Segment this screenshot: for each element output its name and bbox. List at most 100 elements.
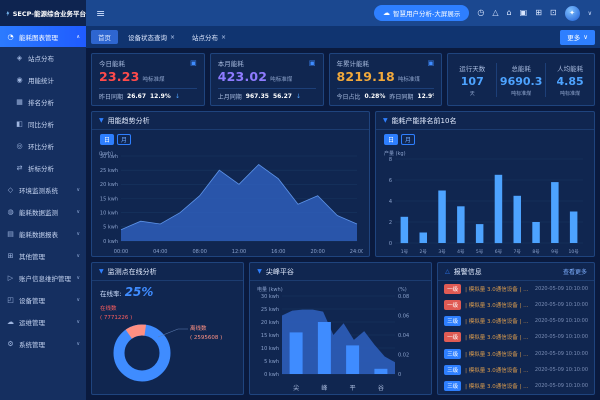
tab-close-icon[interactable]: × bbox=[170, 33, 176, 41]
card-corner-icon[interactable]: ▣ bbox=[427, 59, 435, 67]
svg-text:6号: 6号 bbox=[495, 249, 503, 255]
tab-0[interactable]: 首页 bbox=[91, 30, 118, 44]
alarm-row-5[interactable]: 三级| 模拟量 3.0通信设备 | 模拟量 3.0...2020-05-09 1… bbox=[444, 364, 588, 375]
tab-close-icon[interactable]: × bbox=[221, 33, 227, 41]
history-icon[interactable]: ◷ bbox=[477, 8, 485, 17]
svg-text:4: 4 bbox=[389, 199, 392, 205]
svg-text:00:00: 00:00 bbox=[114, 249, 128, 255]
stat-value: 4.85 bbox=[556, 74, 584, 88]
svg-text:25 kwh: 25 kwh bbox=[100, 168, 118, 174]
svg-text:15 kwh: 15 kwh bbox=[261, 332, 279, 338]
card-corner-icon[interactable]: ▣ bbox=[190, 59, 197, 67]
sidebar-item-label: 折标分析 bbox=[28, 165, 54, 173]
menu-toggle-icon[interactable]: ≡ bbox=[96, 6, 106, 20]
more-button[interactable]: 更多 ∨ bbox=[560, 29, 595, 45]
stat-label: 总能耗 bbox=[511, 64, 531, 73]
card-value: 8219.18 bbox=[336, 69, 395, 84]
alarm-panel-title: △ 报警信息 查看更多 bbox=[438, 263, 594, 281]
sidebar-group-energy-data-reports[interactable]: ▤ 能耗数据报表 ∨ bbox=[0, 223, 86, 245]
online-count-name: 在线数 bbox=[100, 306, 117, 312]
conversion-analysis-icon: ⇄ bbox=[16, 164, 23, 172]
ranking-chart-svg: 产量 (kg)8 6 4 2 0 1号 2号 3号 4号 5号 6号 7号 8号 9号 10号 bbox=[384, 150, 583, 255]
alarm-row-2[interactable]: 三级| 模拟量 3.0通信设备 | 模拟量 3.0...2020-05-09 1… bbox=[444, 316, 588, 327]
sidebar-item-site-distribution[interactable]: ◈ 站点分布 bbox=[0, 47, 86, 69]
alert-icon[interactable]: △ bbox=[492, 8, 499, 17]
tab-1[interactable]: 设备状态查询 × bbox=[121, 30, 182, 44]
logo-text: SECP-能源综合业务平台 bbox=[12, 10, 86, 18]
bottom-row: ▼ 监测点在线分析 在线率: 25% 在线数 ( 7771226 ) bbox=[91, 262, 595, 395]
sidebar-group-account-maintenance[interactable]: ▷ 账户信息维护管理 ∨ bbox=[0, 267, 86, 289]
tabs: 首页 设备状态查询 × 站点分布 × bbox=[91, 30, 233, 44]
svg-text:2: 2 bbox=[389, 220, 392, 226]
alarm-row-6[interactable]: 三级| 模拟量 3.0通信设备 | 模拟量 3.0...2020-05-09 1… bbox=[444, 380, 588, 391]
sidebar-item-energy-statistics[interactable]: ◉ 用能统计 bbox=[0, 69, 86, 91]
svg-text:04:00: 04:00 bbox=[154, 249, 168, 255]
avatar-glyph: ✦ bbox=[569, 9, 576, 17]
card-foot-item: 12.9% bbox=[150, 93, 171, 100]
sidebar-item-label: 环比分析 bbox=[28, 143, 54, 151]
user-chevron-icon[interactable]: ∨ bbox=[587, 9, 592, 17]
bigscreen-button[interactable]: ☁ 智慧用户分析-大屏展示 bbox=[374, 5, 470, 21]
sidebar-group-label: 环境监测系统 bbox=[19, 187, 58, 195]
alarm-icon: △ bbox=[445, 267, 450, 275]
sidebar-group-label: 能耗图表管理 bbox=[19, 33, 58, 42]
sidebar-group-environment-monitoring[interactable]: ◇ 环境监测系统 ∨ bbox=[0, 179, 86, 201]
alarm-row-1[interactable]: 一级| 模拟量 3.0通信设备 | 模拟量 3.0...2020-05-09 1… bbox=[444, 300, 588, 311]
trend-toggle-0[interactable]: 日 bbox=[100, 134, 114, 145]
alarm-row-3[interactable]: 一级| 模拟量 3.0通信设备 | 模拟量 3.0...2020-05-09 1… bbox=[444, 332, 588, 343]
online-rate-value: 25% bbox=[124, 285, 154, 299]
sidebar-group-device-management[interactable]: ◰ 设备管理 ∨ bbox=[0, 289, 86, 311]
alarm-time: 2020-05-09 10:10:00 bbox=[534, 366, 588, 373]
offline-count-value: ( 2595608 ) bbox=[190, 334, 223, 341]
ranking-panel: ▼ 能耗产能排名前10名 日月 产量 (kg) 8 6 4 2 0 1号 2号 3号 4号 5号 6号… bbox=[374, 111, 595, 257]
alarm-row-0[interactable]: 一级| 模拟量 3.0通信设备 | 模拟量 3.0...2020-05-09 1… bbox=[444, 284, 588, 294]
sidebar-item-ranking-analysis[interactable]: ▦ 排名分析 bbox=[0, 91, 86, 113]
alarm-level-badge: 三级 bbox=[444, 348, 462, 359]
card-corner-icon[interactable]: ▣ bbox=[308, 59, 316, 67]
tab-2[interactable]: 站点分布 × bbox=[185, 30, 233, 44]
svg-text:0 kwh: 0 kwh bbox=[104, 239, 119, 245]
fullscreen-icon[interactable]: ⊡ bbox=[549, 8, 557, 17]
avatar[interactable]: ✦ bbox=[564, 5, 580, 21]
online-count-value: ( 7771226 ) bbox=[100, 314, 133, 321]
apps-icon[interactable]: ⊞ bbox=[535, 8, 542, 17]
cloud-icon: ☁ bbox=[383, 8, 391, 17]
view-more-link[interactable]: 查看更多 bbox=[562, 269, 587, 276]
chevron-up-icon: ∧ bbox=[76, 33, 80, 40]
card-unit: 吨标准煤 bbox=[142, 77, 165, 83]
sidebar-group-system-management[interactable]: ⚙ 系统管理 ∨ bbox=[0, 333, 86, 355]
svg-text:30 kwh: 30 kwh bbox=[100, 154, 118, 160]
chevron-down-icon: ∨ bbox=[76, 297, 80, 303]
svg-text:9号: 9号 bbox=[551, 249, 559, 255]
alarm-text: | 模拟量 3.0通信设备 | 模拟量 3.0... bbox=[465, 319, 531, 326]
card-foot-item: 上月同期 bbox=[217, 94, 242, 101]
ranking-toggle-1[interactable]: 月 bbox=[400, 134, 415, 145]
trend-toggle-1[interactable]: 月 bbox=[117, 134, 131, 145]
alarm-text: | 模拟量 3.0通信设备 | 模拟量 3.0... bbox=[465, 303, 531, 310]
svg-text:产量 (kg): 产量 (kg) bbox=[384, 150, 406, 157]
alarm-time: 2020-05-09 10:10:00 bbox=[534, 334, 588, 341]
sidebar-group-active[interactable]: ◔ 能耗图表管理 ∧ bbox=[0, 26, 86, 47]
alarm-row-4[interactable]: 三级| 模拟量 3.0通信设备 | 模拟量 3.0...2020-05-09 1… bbox=[444, 348, 588, 359]
more-label: 更多 bbox=[567, 34, 581, 42]
card-title: 年累计能耗 bbox=[336, 60, 370, 68]
sidebar-item-yoy-analysis[interactable]: ◧ 同比分析 bbox=[0, 113, 86, 135]
svg-text:谷: 谷 bbox=[378, 384, 384, 392]
home-icon[interactable]: ⌂ bbox=[506, 8, 512, 17]
yoy-analysis-icon: ◧ bbox=[16, 120, 23, 128]
overview-stat-1: 总能耗 9690.3 吨标准煤 bbox=[496, 62, 545, 97]
sidebar-group-other-management[interactable]: ⊞ 其他管理 ∨ bbox=[0, 245, 86, 267]
alarm-level-badge: 一级 bbox=[444, 332, 462, 343]
svg-text:0: 0 bbox=[389, 241, 392, 247]
sidebar-group-energy-data-monitoring[interactable]: ◍ 能耗数据监测 ∨ bbox=[0, 201, 86, 223]
svg-text:(%): (%) bbox=[398, 287, 407, 293]
panel-title-text: 用能趋势分析 bbox=[107, 116, 150, 125]
stat-value: 107 bbox=[460, 74, 484, 88]
stat-value: 9690.3 bbox=[499, 74, 543, 88]
sidebar-group-operations-management[interactable]: ☁ 运维管理 ∨ bbox=[0, 311, 86, 333]
svg-text:0.08: 0.08 bbox=[398, 293, 409, 299]
monitor-icon[interactable]: ▣ bbox=[519, 8, 528, 17]
sidebar-item-conversion-analysis[interactable]: ⇄ 折标分析 bbox=[0, 157, 86, 179]
ranking-toggle-0[interactable]: 日 bbox=[383, 134, 398, 145]
sidebar-item-mom-analysis[interactable]: ◎ 环比分析 bbox=[0, 135, 86, 157]
